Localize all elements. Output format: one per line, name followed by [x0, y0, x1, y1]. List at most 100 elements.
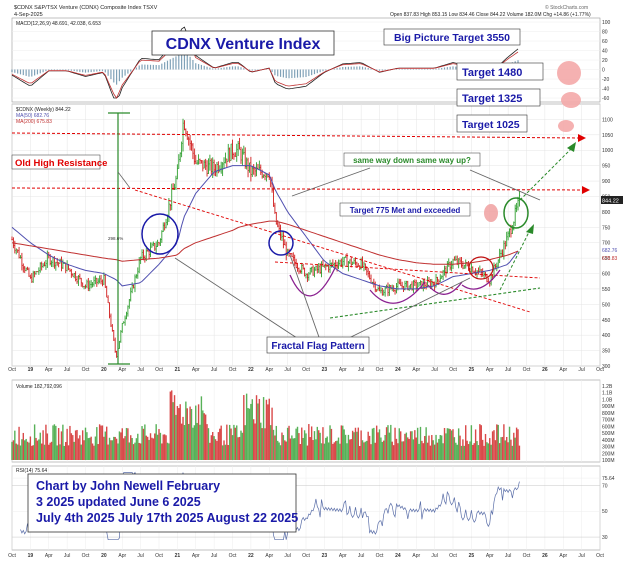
volume-bar: [453, 437, 456, 460]
credit-box: [27, 473, 297, 533]
volume-bar: [120, 432, 122, 460]
volume-bar: [500, 437, 502, 460]
volume-bar: [261, 428, 263, 460]
volume-bar: [139, 443, 142, 460]
volume-bar: [484, 433, 487, 460]
time-axis-label: Oct: [302, 367, 310, 373]
volume-bar: [100, 425, 102, 460]
volume-bar: [479, 424, 481, 460]
time-axis-label: Oct: [523, 553, 531, 559]
time-axis-label: Oct: [596, 553, 604, 559]
credit-text: Chart by John Newell February 3 2025 upda…: [36, 479, 298, 525]
price-tick-label: 300: [602, 364, 611, 370]
volume-bar: [66, 428, 68, 460]
last-price-label: 844.22: [602, 199, 619, 205]
flag-lower-line: [329, 287, 541, 319]
rsi-tick-label: 70: [602, 483, 608, 489]
volume-bar: [400, 431, 402, 460]
time-axis-label: Jul: [284, 367, 290, 373]
volume-bar: [130, 435, 132, 460]
volume-bar: [149, 433, 152, 460]
volume-bar: [473, 443, 475, 460]
volume-bar: [418, 443, 420, 460]
volume-bar: [57, 428, 60, 460]
volume-bar: [206, 424, 208, 460]
big-picture-target: Big Picture Target 3550: [394, 32, 510, 44]
volume-bar: [81, 430, 84, 460]
volume-bar: [50, 441, 53, 460]
volume-bar: [496, 424, 498, 460]
volume-bar: [193, 425, 196, 460]
time-axis-label: 24: [395, 553, 401, 559]
volume-bar: [45, 424, 47, 460]
volume-bar: [73, 441, 75, 460]
volume-bar: [497, 424, 499, 460]
volume-bar: [455, 442, 457, 460]
volume-bar: [175, 414, 177, 460]
volume-bar: [277, 440, 279, 460]
volume-tick-label: 200M: [602, 451, 615, 457]
volume-bar: [216, 440, 218, 460]
volume-bar: [489, 438, 491, 460]
fractal-pointer-1: [174, 257, 301, 341]
volume-bar: [36, 440, 39, 460]
time-axis-label: 22: [248, 553, 254, 559]
volume-bar: [305, 433, 307, 460]
volume-bar: [31, 445, 33, 460]
volume-bar: [125, 427, 128, 460]
target-1480: Target 1480: [462, 67, 522, 79]
volume-bar: [493, 430, 495, 460]
volume-bar: [200, 396, 203, 460]
volume-bar: [309, 437, 311, 460]
time-axis-label: Jul: [431, 367, 437, 373]
time-axis-label: Oct: [8, 367, 16, 373]
time-axis-label: 19: [28, 553, 34, 559]
volume-bar: [251, 399, 253, 460]
old-high-resistance-line: [11, 187, 586, 191]
volume-bar: [63, 445, 65, 460]
volume-bar: [127, 428, 129, 460]
volume-bar: [456, 444, 458, 460]
volume-bar: [220, 425, 222, 460]
volume-bar: [98, 424, 101, 460]
volume-bar: [65, 442, 67, 460]
volume-bar: [299, 444, 302, 460]
volume-bar: [340, 425, 343, 460]
rsi-tick-label: 75.64: [602, 476, 615, 482]
volume-bar: [257, 403, 259, 460]
time-axis-label: Jul: [64, 553, 70, 559]
volume-bar: [40, 443, 43, 460]
volume-bar: [154, 433, 156, 460]
ma200-line: [11, 220, 519, 265]
volume-bar: [292, 438, 294, 460]
volume-bar: [351, 430, 354, 460]
volume-bar: [422, 443, 425, 460]
volume-bar: [137, 433, 139, 460]
volume-bar: [289, 438, 292, 460]
big-picture-box: [383, 28, 521, 46]
volume-bar: [52, 425, 54, 460]
volume-bar: [385, 427, 388, 460]
price-tick-label: 450: [602, 318, 611, 324]
time-axis-label: Apr: [45, 367, 53, 373]
volume-bar: [296, 426, 299, 460]
time-axis-label: 23: [322, 553, 328, 559]
pink-dot-1480: [557, 61, 581, 85]
volume-bar: [452, 429, 454, 460]
price-tick-label: 1100: [602, 117, 613, 123]
price-tick-label: 950: [602, 164, 611, 170]
macd-signal-line: [11, 32, 519, 99]
volume-bar: [388, 432, 391, 460]
volume-bar: [237, 437, 239, 460]
volume-bar: [80, 444, 82, 460]
volume-bar: [223, 440, 225, 460]
fractal-pointer-3: [344, 277, 471, 341]
volume-bar: [69, 425, 71, 460]
price-tick-label: 1050: [602, 133, 613, 139]
volume-bar: [374, 442, 376, 460]
time-axis-label: 20: [101, 367, 107, 373]
macd-tick-label: -60: [602, 96, 609, 102]
target-1325-box: [456, 88, 541, 107]
volume-bar: [245, 393, 248, 460]
time-axis-label: Oct: [8, 553, 16, 559]
